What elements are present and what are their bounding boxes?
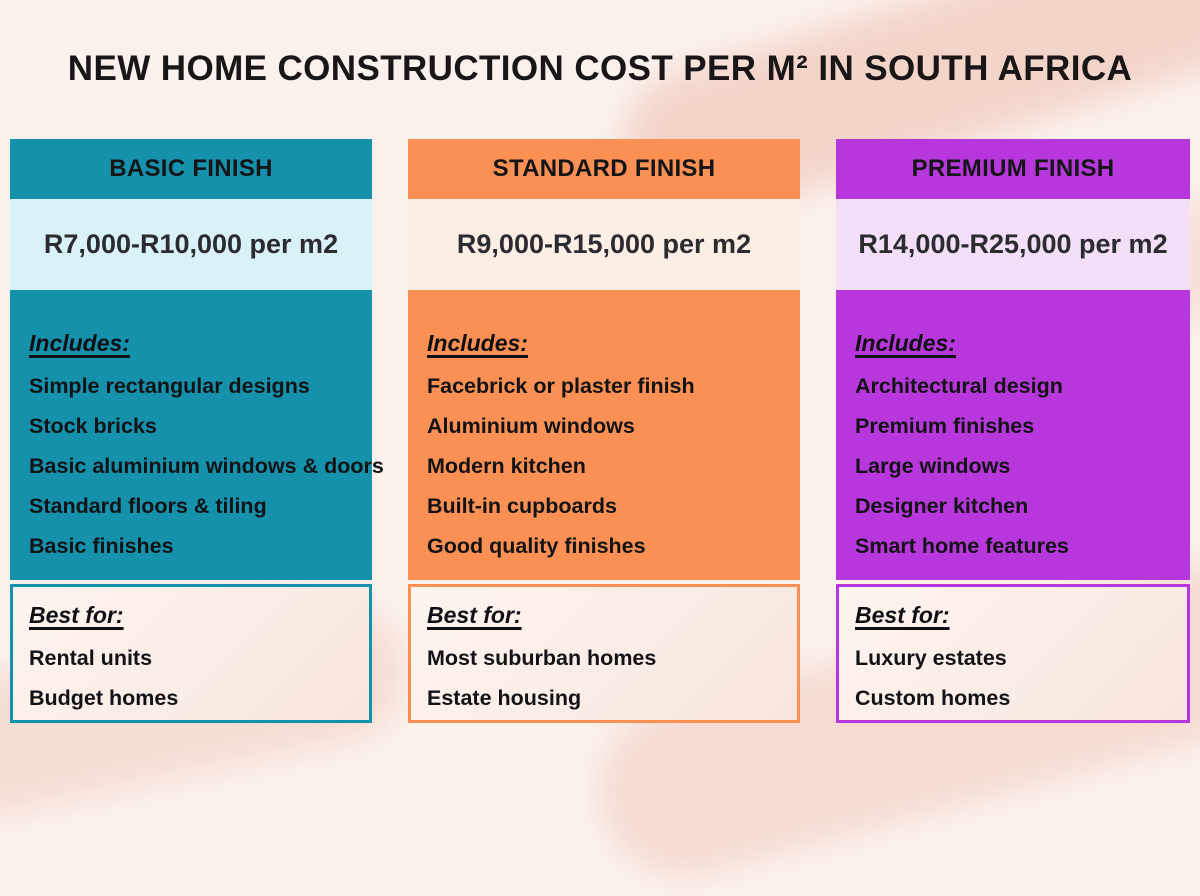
includes-item: Architectural design bbox=[855, 373, 1063, 398]
includes-item: Modern kitchen bbox=[427, 453, 586, 478]
includes-item: Large windows bbox=[855, 453, 1011, 478]
includes-section-standard: Includes: Facebrick or plaster finish Al… bbox=[408, 289, 800, 580]
includes-list: Simple rectangular designs Stock bricks … bbox=[29, 373, 384, 559]
includes-list: Architectural design Premium finishes La… bbox=[855, 373, 1186, 559]
includes-label: Includes: bbox=[29, 329, 130, 356]
column-header-standard: STANDARD FINISH bbox=[408, 138, 800, 199]
includes-item: Basic aluminium windows & doors bbox=[29, 453, 384, 478]
includes-label: Includes: bbox=[427, 329, 528, 356]
best-for-box-standard: Best for: Most suburban homes Estate hou… bbox=[408, 583, 800, 723]
includes-item: Facebrick or plaster finish bbox=[427, 373, 695, 398]
includes-section-premium: Includes: Architectural design Premium f… bbox=[836, 289, 1190, 580]
includes-label: Includes: bbox=[855, 329, 956, 356]
includes-item: Aluminium windows bbox=[427, 413, 635, 438]
best-for-list: Rental units Budget homes bbox=[29, 645, 365, 711]
best-for-item: Rental units bbox=[29, 645, 153, 670]
best-for-list: Luxury estates Custom homes bbox=[855, 645, 1183, 711]
includes-item: Built-in cupboards bbox=[427, 493, 617, 518]
includes-item: Basic finishes bbox=[29, 533, 174, 558]
includes-item: Smart home features bbox=[855, 533, 1069, 558]
column-header-premium: PREMIUM FINISH bbox=[836, 138, 1190, 199]
best-for-item: Estate housing bbox=[427, 685, 582, 710]
best-for-item: Custom homes bbox=[855, 685, 1011, 710]
best-for-label: Best for: bbox=[29, 601, 124, 628]
includes-list: Facebrick or plaster finish Aluminium wi… bbox=[427, 373, 796, 559]
best-for-item: Budget homes bbox=[29, 685, 179, 710]
page-title: NEW HOME CONSTRUCTION COST PER M² IN SOU… bbox=[67, 49, 1133, 89]
includes-item: Stock bricks bbox=[29, 413, 157, 438]
price-range-standard: R9,000-R15,000 per m2 bbox=[408, 198, 800, 290]
column-header-basic: BASIC FINISH bbox=[10, 138, 372, 199]
price-range-premium: R14,000-R25,000 per m2 bbox=[836, 198, 1190, 290]
best-for-label: Best for: bbox=[427, 601, 522, 628]
best-for-box-premium: Best for: Luxury estates Custom homes bbox=[836, 583, 1190, 723]
includes-item: Standard floors & tiling bbox=[29, 493, 267, 518]
comparison-columns: BASIC FINISH R7,000-R10,000 per m2 Inclu… bbox=[0, 138, 1200, 723]
includes-item: Good quality finishes bbox=[427, 533, 646, 558]
includes-item: Premium finishes bbox=[855, 413, 1035, 438]
column-basic-finish: BASIC FINISH R7,000-R10,000 per m2 Inclu… bbox=[10, 138, 384, 723]
best-for-label: Best for: bbox=[855, 601, 950, 628]
best-for-list: Most suburban homes Estate housing bbox=[427, 645, 793, 711]
includes-item: Designer kitchen bbox=[855, 493, 1029, 518]
best-for-item: Most suburban homes bbox=[427, 645, 657, 670]
includes-item: Simple rectangular designs bbox=[29, 373, 310, 398]
column-standard-finish: STANDARD FINISH R9,000-R15,000 per m2 In… bbox=[408, 138, 800, 723]
best-for-item: Luxury estates bbox=[855, 645, 1007, 670]
includes-section-basic: Includes: Simple rectangular designs Sto… bbox=[10, 289, 384, 580]
price-range-basic: R7,000-R10,000 per m2 bbox=[10, 198, 372, 290]
column-premium-finish: PREMIUM FINISH R14,000-R25,000 per m2 In… bbox=[836, 138, 1190, 723]
best-for-box-basic: Best for: Rental units Budget homes bbox=[10, 583, 372, 723]
